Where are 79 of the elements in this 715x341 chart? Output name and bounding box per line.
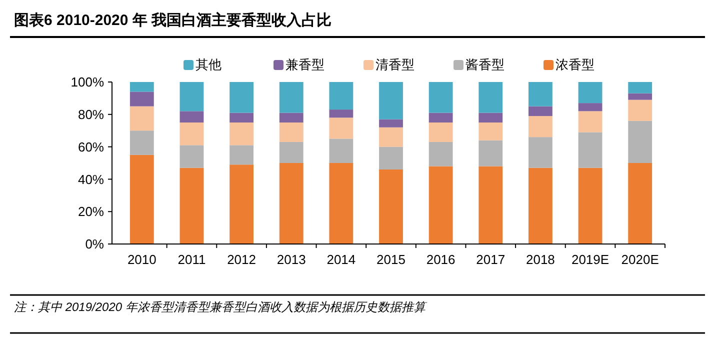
- bar: [180, 122, 204, 146]
- bar: [329, 138, 354, 163]
- bar: [578, 103, 602, 112]
- bar: [130, 130, 154, 155]
- bar: [428, 166, 453, 244]
- bar: [628, 120, 652, 163]
- bar: [130, 154, 154, 244]
- x-tick-label: 2017: [476, 252, 506, 267]
- bar: [130, 106, 154, 131]
- bar: [478, 112, 503, 122]
- bar: [379, 127, 403, 147]
- bar: [379, 146, 403, 170]
- legend-label: 其他: [196, 57, 222, 72]
- y-tick-label: 40%: [78, 172, 104, 187]
- y-tick-label: 0%: [85, 236, 104, 252]
- chart-title: 图表6 2010-2020 年 我国白酒主要香型收入占比: [14, 11, 332, 29]
- bar: [528, 82, 552, 106]
- bar: [578, 132, 602, 168]
- x-tick-label: 2013: [276, 252, 306, 267]
- bar: [428, 82, 453, 113]
- bar: [279, 82, 304, 113]
- bar: [329, 82, 354, 110]
- bar: [528, 116, 552, 138]
- bar: [279, 163, 304, 244]
- bar: [478, 122, 503, 140]
- bar: [230, 122, 254, 146]
- x-tick-label: 2018: [526, 252, 555, 267]
- bar: [628, 93, 652, 100]
- x-tick-label: 2015: [376, 252, 406, 267]
- bar: [279, 112, 304, 122]
- y-tick-label: 80%: [78, 106, 104, 122]
- bar: [379, 82, 403, 120]
- bar: [329, 110, 354, 118]
- bar: [628, 82, 652, 94]
- x-tick-label: 2016: [426, 252, 456, 267]
- bar: [428, 122, 453, 142]
- x-tick-label: 2012: [227, 252, 256, 267]
- x-tick-label: 2010: [127, 252, 156, 267]
- bar: [180, 168, 204, 244]
- x-tick-label: 2011: [178, 252, 206, 267]
- bar: [578, 168, 602, 244]
- x-tick-label: 2014: [326, 252, 356, 267]
- text: 注：其中 2019/2020 年浓香型清香型兼香型白酒收入数据为根据历史数据推算: [14, 300, 428, 314]
- bar: [230, 164, 254, 244]
- y-tick-label: 100%: [70, 74, 104, 90]
- bar: [428, 142, 453, 166]
- bar: [478, 140, 503, 166]
- bar: [329, 118, 354, 139]
- legend-label: 兼香型: [286, 57, 324, 72]
- bar: [130, 92, 154, 106]
- bar: [428, 112, 453, 122]
- bar: [329, 163, 354, 244]
- bar: [478, 166, 503, 244]
- legend-label: 酱香型: [466, 57, 504, 72]
- y-tick-label: 60%: [78, 139, 104, 154]
- legend-label: 清香型: [376, 57, 414, 72]
- bar: [628, 100, 652, 121]
- x-tick-label: 2020E: [621, 252, 660, 267]
- bar: [279, 122, 304, 142]
- x-tick-label: 2019E: [571, 252, 610, 267]
- bar: [180, 145, 204, 168]
- bar: [230, 112, 254, 122]
- bar: [578, 82, 602, 104]
- bar: [230, 82, 254, 113]
- y-tick-label: 20%: [78, 204, 104, 220]
- bar: [379, 169, 403, 244]
- bar: [528, 168, 552, 244]
- legend-label: 浓香型: [556, 57, 594, 72]
- bar: [528, 137, 552, 168]
- bar: [180, 82, 204, 112]
- bar: [230, 145, 254, 165]
- bar: [578, 111, 602, 132]
- bar: [379, 119, 403, 128]
- bar: [130, 82, 154, 92]
- bar: [528, 106, 552, 116]
- bar: [628, 163, 652, 244]
- bar: [478, 82, 503, 113]
- bar: [180, 111, 204, 122]
- bar: [279, 142, 304, 163]
